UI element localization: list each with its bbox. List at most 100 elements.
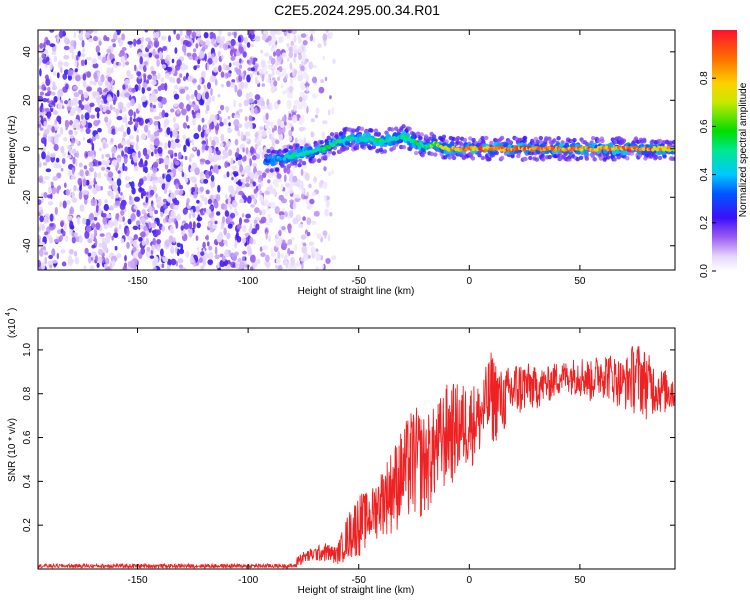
noise-speck [146, 79, 149, 84]
noise-speck [80, 114, 84, 120]
snr-x-ticks: -150 -100 -50 0 50 [128, 328, 586, 586]
noise-speck [311, 220, 317, 226]
noise-speck [259, 126, 264, 131]
noise-speck [252, 61, 256, 65]
noise-speck [199, 171, 204, 177]
noise-speck [84, 31, 91, 39]
signal-halo [592, 157, 597, 162]
noise-speck [280, 183, 284, 191]
noise-speck [300, 33, 307, 38]
noise-speck [212, 66, 219, 73]
noise-speck [172, 167, 177, 175]
noise-speck [287, 116, 293, 121]
noise-speck [287, 92, 293, 99]
noise-speck [82, 217, 87, 225]
noise-speck [63, 45, 70, 51]
noise-speck [238, 190, 244, 196]
noise-speck [91, 58, 97, 65]
noise-speck [267, 213, 271, 218]
noise-speck [151, 145, 155, 153]
noise-speck [137, 52, 144, 58]
noise-speck [285, 182, 290, 188]
noise-speck [77, 177, 83, 186]
noise-speck [114, 245, 118, 251]
noise-speck [48, 236, 54, 244]
noise-speck [69, 45, 74, 54]
noise-speck [162, 173, 165, 180]
noise-speck [250, 30, 255, 36]
noise-speck [211, 224, 218, 229]
noise-speck [53, 136, 59, 145]
noise-speck [76, 216, 81, 225]
noise-speck [57, 93, 61, 102]
noise-speck [74, 251, 78, 257]
noise-speck [302, 40, 308, 46]
signal-halo [401, 144, 407, 150]
noise-speck [234, 125, 239, 132]
noise-speck [118, 62, 122, 66]
noise-speck [254, 107, 258, 115]
noise-speck [238, 217, 243, 226]
signal-halo [407, 146, 413, 152]
noise-speck [130, 141, 135, 146]
signal-halo [298, 158, 303, 164]
noise-speck [164, 112, 169, 118]
noise-speck [261, 172, 267, 179]
noise-speck [192, 221, 196, 230]
noise-speck [81, 119, 87, 127]
noise-speck [210, 211, 215, 216]
noise-speck [160, 35, 167, 41]
noise-speck [101, 241, 107, 250]
noise-speck [284, 121, 287, 126]
noise-speck [331, 106, 335, 115]
noise-speck [95, 255, 98, 262]
signal-halo [312, 158, 317, 163]
noise-speck [166, 127, 171, 136]
noise-speck [145, 237, 149, 246]
noise-speck [41, 223, 45, 231]
noise-speck [51, 51, 57, 56]
signal-halo [459, 142, 464, 147]
noise-speck [112, 259, 116, 267]
noise-speck [216, 234, 223, 243]
noise-speck [273, 51, 276, 57]
noise-speck [164, 72, 171, 79]
signal-halo [477, 153, 482, 158]
noise-speck [217, 50, 221, 58]
noise-speck [260, 49, 263, 54]
noise-speck [217, 261, 220, 269]
noise-speck [66, 154, 72, 159]
noise-speck [113, 232, 119, 238]
noise-speck [49, 223, 54, 227]
noise-speck [221, 55, 224, 60]
noise-speck [130, 98, 135, 107]
y-tick-label: -40 [22, 238, 33, 253]
signal-halo [470, 156, 476, 161]
noise-speck [195, 112, 201, 119]
noise-speck [121, 33, 125, 41]
noise-speck [257, 134, 263, 143]
noise-speck [176, 59, 182, 67]
noise-speck [107, 76, 113, 83]
noise-speck [300, 65, 305, 72]
noise-speck [297, 103, 302, 110]
noise-speck [156, 59, 160, 67]
noise-speck [97, 256, 103, 264]
colorbar-ticks: 0.0 0.2 0.4 0.6 0.8 [699, 71, 716, 278]
noise-speck [193, 65, 197, 71]
noise-speck [311, 76, 318, 84]
noise-speck [218, 65, 222, 73]
noise-speck [173, 204, 179, 210]
noise-speck [276, 240, 282, 247]
noise-speck [40, 147, 46, 152]
noise-speck [230, 38, 236, 47]
noise-speck [186, 205, 192, 209]
noise-speck [131, 152, 137, 158]
noise-speck [144, 124, 149, 133]
noise-speck [205, 208, 212, 215]
noise-speck [73, 41, 77, 50]
noise-speck [152, 176, 158, 181]
noise-speck [293, 106, 297, 112]
noise-speck [234, 84, 238, 93]
signal-halo [418, 135, 423, 141]
